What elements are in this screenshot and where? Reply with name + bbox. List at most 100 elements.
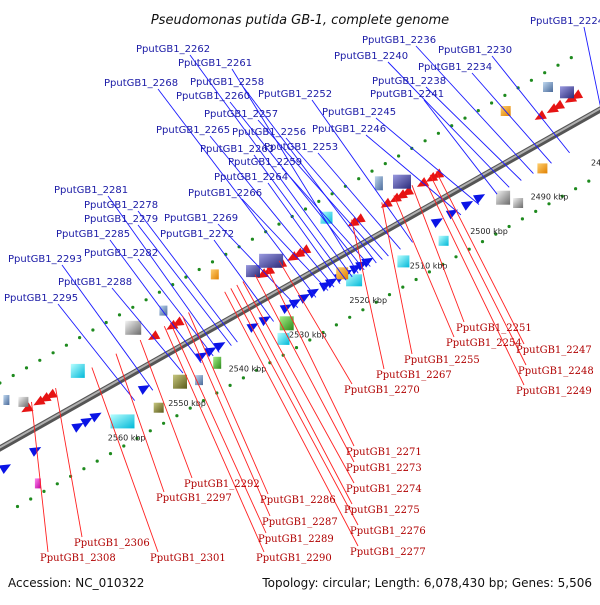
reverse-gene-label: PputGB1_2270: [344, 385, 420, 396]
forward-gene-label: PputGB1_2258: [190, 77, 264, 88]
track-tick: [211, 260, 214, 263]
reverse-gene-block: [543, 82, 553, 92]
reverse-gene-label: PputGB1_2287: [262, 517, 338, 528]
reverse-gene-block: [211, 269, 219, 279]
forward-gene-label: PputGB1_2293: [8, 254, 82, 265]
gene-leader-line: [376, 118, 479, 205]
reverse-gene-block: [159, 306, 167, 316]
forward-gene-label: PputGB1_2262: [136, 44, 210, 55]
forward-gene-arrow: [29, 447, 41, 457]
track-tick: [229, 384, 232, 387]
forward-gene-block: [537, 163, 547, 173]
forward-gene-label: PputGB1_2279: [84, 214, 158, 225]
gene-leader-line: [268, 183, 340, 284]
track-tick: [388, 293, 391, 296]
forward-gene-label: PputGB1_2269: [164, 213, 238, 224]
track-tick: [384, 162, 387, 165]
reverse-gene-label: PputGB1_2292: [184, 479, 260, 490]
reverse-gene-label: PputGB1_2249: [516, 386, 592, 397]
forward-gene-arrow: [0, 464, 11, 474]
reverse-gene-label: PputGB1_2308: [40, 553, 116, 564]
forward-gene-label: PputGB1_2260: [176, 91, 250, 102]
forward-gene-arrow: [71, 423, 83, 433]
gene-leader-line: [286, 138, 388, 256]
reverse-gene-block: [71, 364, 85, 378]
reverse-gene-block: [246, 265, 260, 277]
reverse-gene-label: PputGB1_2255: [404, 355, 480, 366]
reverse-gene-label: PputGB1_2254: [446, 338, 522, 349]
forward-gene-arrow: [89, 413, 101, 423]
gene-leader-line: [412, 185, 464, 322]
reverse-gene-label: PputGB1_2271: [346, 447, 422, 458]
track-tick: [175, 414, 178, 417]
track-tick: [158, 291, 161, 294]
reverse-gene-label: PputGB1_2277: [350, 547, 426, 558]
gene-leader-line: [426, 87, 521, 181]
reverse-gene-block: [393, 175, 411, 189]
track-tick: [145, 298, 148, 301]
forward-gene-label: PputGB1_2295: [4, 293, 78, 304]
reverse-gene-label: PputGB1_2301: [150, 553, 226, 564]
track-tick: [251, 238, 254, 241]
forward-gene-block: [496, 191, 510, 205]
track-tick: [503, 94, 506, 97]
track-tick: [574, 187, 577, 190]
forward-gene-block: [154, 403, 164, 413]
reverse-gene-label: PputGB1_2275: [344, 505, 420, 516]
track-tick: [122, 444, 125, 447]
forward-gene-label: PputGB1_2252: [258, 89, 332, 100]
reverse-gene-block: [125, 321, 141, 335]
map-title: Pseudomonas putida GB-1, complete genome: [151, 13, 449, 28]
reverse-gene-block: [3, 395, 9, 405]
reverse-gene-block: [560, 86, 574, 98]
track-tick: [304, 207, 307, 210]
forward-gene-arrow: [80, 418, 92, 428]
forward-gene-label: PputGB1_2288: [58, 277, 132, 288]
reverse-gene-label: PputGB1_2274: [346, 484, 422, 495]
reverse-gene-label: PputGB1_2276: [350, 526, 426, 537]
track-tick: [149, 429, 152, 432]
track-tick: [335, 323, 338, 326]
reverse-gene-block: [375, 176, 383, 190]
forward-gene-block: [397, 255, 409, 267]
forward-gene-arrow: [461, 201, 473, 211]
gene-leader-line: [58, 304, 135, 401]
track-tick: [242, 376, 245, 379]
forward-gene-label: PputGB1_2264: [214, 172, 288, 183]
reverse-gene-label: PputGB1_2290: [256, 553, 332, 564]
kbp-tick-label: 2480 kbp: [591, 158, 600, 167]
forward-gene-block: [278, 333, 290, 345]
gene-leader-line: [243, 282, 354, 484]
track-tick: [370, 170, 373, 173]
track-tick: [428, 270, 431, 273]
track-tick: [534, 210, 537, 213]
track-tick: [437, 132, 440, 135]
forward-gene-label: PputGB1_2240: [334, 51, 408, 62]
reverse-gene-label: PputGB1_2267: [376, 370, 452, 381]
forward-gene-label: PputGB1_2261: [178, 58, 252, 69]
gene-leader-line: [282, 168, 370, 267]
track-tick: [348, 316, 351, 319]
forward-gene-arrow: [473, 194, 485, 204]
forward-gene-label: PputGB1_2236: [362, 35, 436, 46]
track-tick: [424, 139, 427, 142]
forward-gene-block: [111, 414, 135, 428]
forward-gene-label: PputGB1_2263: [200, 144, 274, 155]
gene-leader-line: [237, 285, 352, 504]
gene-labels: PputGB1_2224PputGB1_2230PputGB1_2234Pput…: [4, 16, 600, 564]
track-tick: [401, 286, 404, 289]
track-tick: [454, 255, 457, 258]
forward-gene-block: [173, 375, 187, 389]
track-tick: [587, 180, 590, 183]
forward-gene-label: PputGB1_2278: [84, 200, 158, 211]
forward-gene-label: PputGB1_2282: [84, 248, 158, 259]
gene-leader-line: [366, 135, 461, 215]
track-tick: [481, 240, 484, 243]
forward-gene-arrow: [138, 385, 150, 395]
reverse-gene-label: PputGB1_2251: [456, 323, 532, 334]
track-tick: [530, 79, 533, 82]
track-tick: [397, 154, 400, 157]
forward-gene-block: [513, 198, 523, 208]
forward-gene-label: PputGB1_2281: [54, 185, 128, 196]
